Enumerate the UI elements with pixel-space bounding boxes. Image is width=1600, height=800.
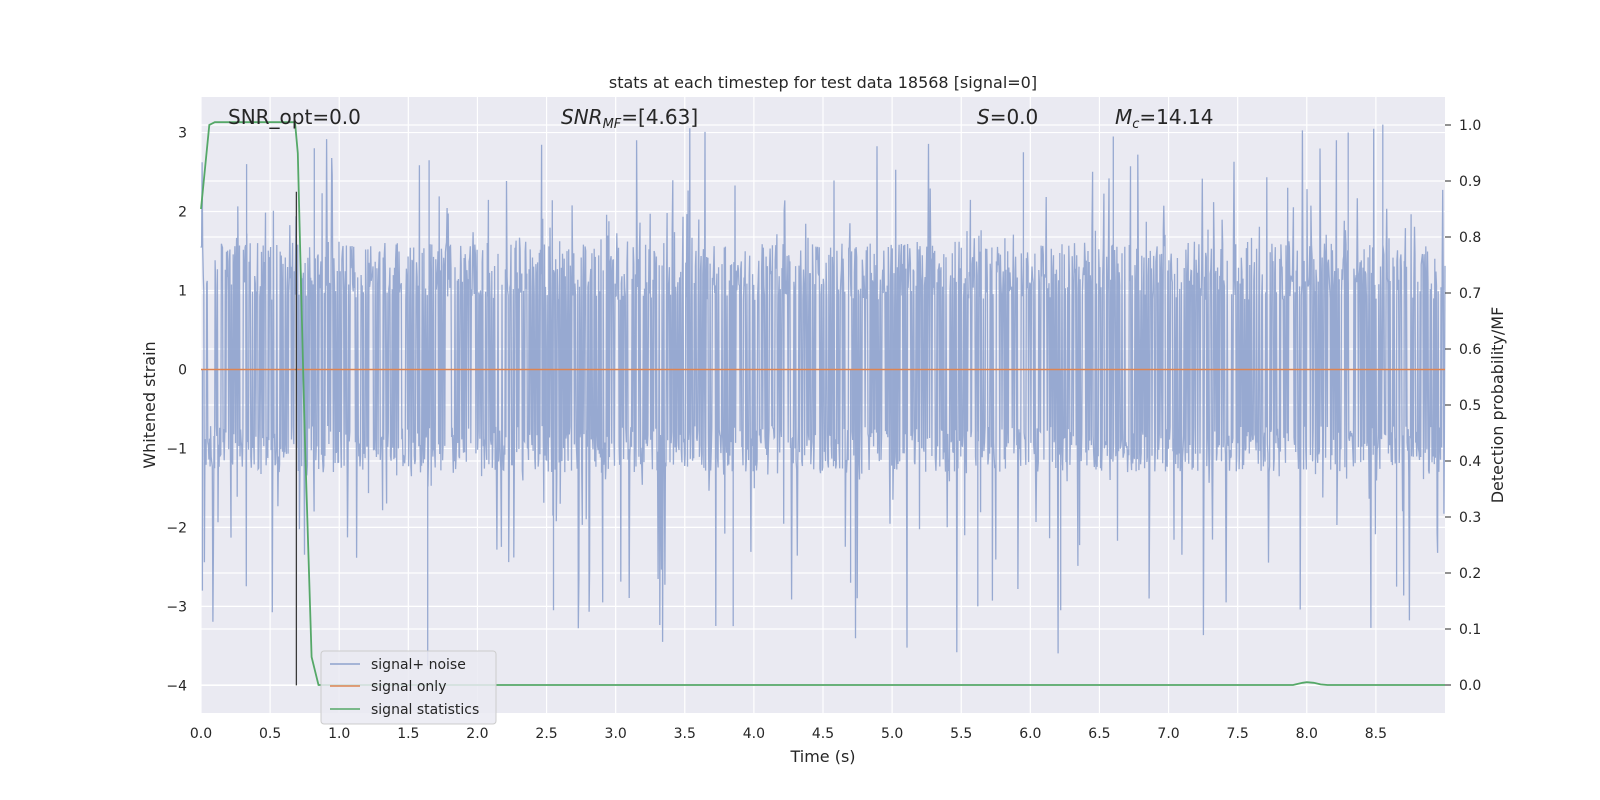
x-tick-labels: 0.0 0.5 1.0 1.5 2.0 2.5 3.0 3.5 4.0 4.5 5.0 5.5 6.0 6… (190, 726, 1387, 742)
x-tick-label: 4.5 (812, 726, 834, 742)
y-right-tick-label: 0.7 (1459, 286, 1481, 302)
legend-label-signal-noise: signal+ noise (371, 657, 466, 673)
x-tick-label: 0.5 (259, 726, 281, 742)
y-right-tick-label: 1.0 (1459, 118, 1481, 134)
annotation-snr-mf: SNRMF=[4.63] (561, 105, 698, 132)
x-tick-label: 2.0 (466, 726, 488, 742)
x-tick-label: 6.0 (1019, 726, 1041, 742)
legend: signal+ noise signal only signal statist… (320, 650, 497, 725)
x-tick-label: 7.0 (1157, 726, 1179, 742)
y-right-tick-label: 0.0 (1459, 678, 1481, 694)
x-tick-label: 8.5 (1365, 726, 1387, 742)
x-axis-label: Time (s) (789, 747, 855, 766)
y-left-tick-labels: 3 2 1 0 −1 −2 −3 −4 (166, 126, 187, 695)
annotation-s-symbol: S (977, 105, 990, 129)
x-tick-label: 3.0 (605, 726, 627, 742)
y-left-tick-label: 3 (178, 126, 187, 142)
annotation-mc-sub: c (1132, 117, 1139, 132)
y-axis-label: Whitened strain (140, 341, 159, 468)
y-right-tick-label: 0.1 (1459, 622, 1481, 638)
x-tick-label: 8.0 (1296, 726, 1318, 742)
y-right-tick-label: 0.6 (1459, 342, 1481, 358)
y-right-tick-label: 0.2 (1459, 566, 1481, 582)
series-signal-noise (200, 124, 1446, 666)
y-left-tick-label: −4 (166, 678, 187, 694)
y-axis-right-label: Detection probability/MF (1488, 307, 1507, 504)
legend-label-signal-only: signal only (371, 679, 446, 695)
legend-label-signal-statistics: signal statistics (371, 702, 479, 718)
annotation-s-value: =0.0 (990, 105, 1039, 129)
y-left-tick-label: −2 (166, 520, 187, 536)
y-right-tick-label: 0.5 (1459, 398, 1481, 414)
y-right-tick-label: 0.3 (1459, 510, 1481, 526)
annotation-s: S=0.0 (977, 105, 1038, 129)
x-tick-label: 6.5 (1088, 726, 1110, 742)
y-right-tick-labels: 1.0 0.9 0.8 0.7 0.6 0.5 0.4 0.3 0.2 0.1 0.0 (1445, 118, 1481, 694)
y-right-tick-label: 0.9 (1459, 174, 1481, 190)
x-tick-label: 5.5 (950, 726, 972, 742)
y-right-tick-label: 0.4 (1459, 454, 1481, 470)
x-tick-label: 3.5 (674, 726, 696, 742)
x-tick-label: 7.5 (1227, 726, 1249, 742)
y-left-tick-label: 0 (178, 362, 187, 378)
signal-noise-series (200, 124, 1446, 666)
annotation-snr-opt: SNR_opt=0.0 (228, 105, 361, 129)
y-left-tick-label: 2 (178, 205, 187, 221)
y-left-tick-label: −1 (166, 441, 187, 457)
y-right-tick-label: 0.8 (1459, 230, 1481, 246)
x-tick-label: 2.5 (535, 726, 557, 742)
y-left-tick-label: −3 (166, 599, 187, 615)
x-tick-label: 1.5 (397, 726, 419, 742)
annotation-snr-mf-sub: MF (603, 117, 622, 132)
annotation-mc-value: =14.14 (1139, 105, 1213, 129)
annotation-mc: Mc=14.14 (1115, 105, 1213, 132)
legend-box (320, 650, 497, 725)
annotation-snr-mf-main: SNR (561, 105, 603, 129)
annotation-snr-mf-value: =[4.63] (621, 105, 698, 129)
x-tick-label: 1.0 (328, 726, 350, 742)
chart-title: stats at each timestep for test data 185… (609, 73, 1037, 92)
y-left-tick-label: 1 (178, 283, 187, 299)
annotation-mc-main: M (1115, 105, 1132, 129)
x-tick-label: 4.0 (743, 726, 765, 742)
x-tick-label: 0.0 (190, 726, 212, 742)
x-tick-label: 5.0 (881, 726, 903, 742)
